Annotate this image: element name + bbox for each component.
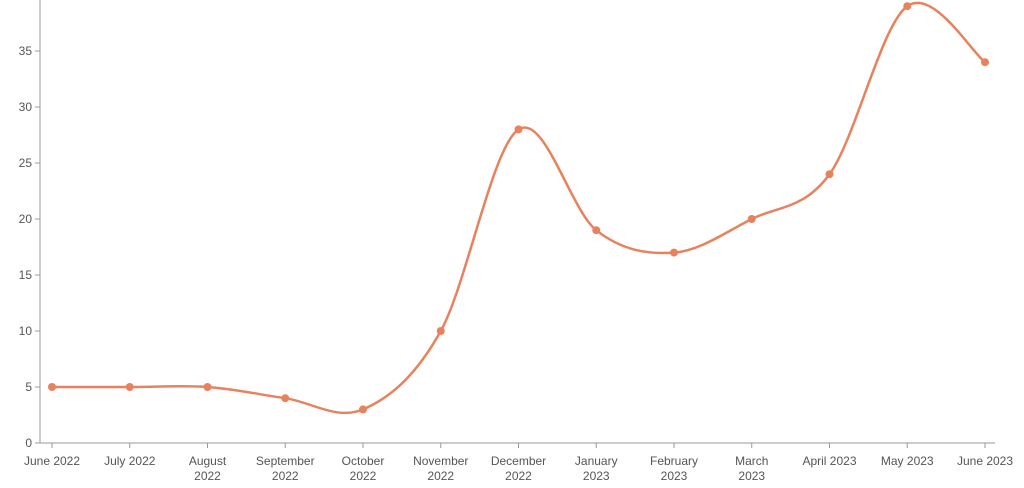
x-tick-label: June 2022 <box>24 454 80 468</box>
point <box>203 383 212 391</box>
point <box>670 248 678 257</box>
point <box>125 383 134 391</box>
point <box>592 226 601 235</box>
y-tick-label: 10 <box>19 324 33 338</box>
x-tick-label: May 2023 <box>881 454 934 468</box>
point <box>359 405 367 414</box>
x-tick-label: August 2022 <box>189 454 227 483</box>
point <box>281 394 290 403</box>
point <box>48 383 56 391</box>
point <box>981 58 989 67</box>
x-tick-label: November 2022 <box>413 454 468 483</box>
point <box>825 170 834 179</box>
line <box>51 1 986 415</box>
x-tick-label: March 2023 <box>735 454 768 483</box>
point <box>747 215 756 223</box>
point <box>436 327 445 335</box>
x-tick-label: June 2023 <box>957 454 1013 468</box>
x-tick-label: October 2022 <box>342 454 385 483</box>
x-tick-label: July 2022 <box>104 454 156 468</box>
x-tick-label: February 2023 <box>650 454 698 483</box>
y-tick-label: 5 <box>25 380 32 394</box>
y-tick-label: 15 <box>19 268 33 282</box>
x-tick-label: January 2023 <box>575 454 618 483</box>
y-tick-label: 40 <box>19 0 33 2</box>
y-tick-label: 20 <box>19 212 33 226</box>
point <box>903 2 912 11</box>
x-tick-label: September 2022 <box>256 454 315 483</box>
y-tick-label: 35 <box>19 44 33 58</box>
y-tick-label: 0 <box>25 436 32 450</box>
point <box>514 125 523 134</box>
y-tick-label: 25 <box>19 156 33 170</box>
x-tick-label: April 2023 <box>802 454 856 468</box>
x-tick-label: December 2022 <box>491 454 546 483</box>
y-tick-label: 30 <box>19 100 33 114</box>
